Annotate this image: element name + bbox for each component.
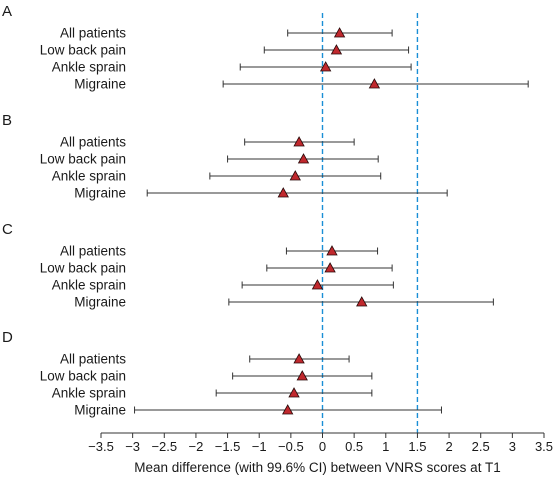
mean-marker	[311, 279, 324, 290]
x-axis-label: Mean difference (with 99.6% CI) between …	[134, 460, 500, 475]
forest-row: Ankle sprain	[52, 169, 382, 184]
mean-marker	[289, 170, 301, 181]
forest-row: All patients	[60, 26, 393, 41]
x-tick-label: 2.5	[472, 439, 490, 454]
mean-marker	[333, 27, 346, 38]
mean-marker	[324, 262, 336, 273]
forest-row: All patients	[60, 135, 355, 150]
panel-c: C All patients Low back pain Ankle sprain Mi…	[2, 221, 494, 310]
forest-row: Ankle sprain	[52, 60, 412, 75]
forest-row: Migraine	[74, 403, 442, 418]
row-label: Low back pain	[40, 261, 126, 276]
row-label: All patients	[60, 135, 126, 150]
panel-label: D	[2, 329, 13, 346]
x-axis-ticks: −3.5 −3 −2.5 −2 −1.5 −1 −0.5 0 0.5 1 1.5 2 2.5 3 3.5	[88, 433, 553, 454]
mean-marker	[293, 353, 305, 364]
row-label: Migraine	[74, 403, 126, 418]
x-tick-label: 1	[382, 439, 389, 454]
x-tick-label: −3	[125, 439, 140, 454]
mean-marker	[296, 370, 308, 381]
forest-row: All patients	[60, 352, 350, 367]
panel-a: A All patients Low back pain Ankle sprain Mi…	[2, 3, 529, 92]
row-label: Low back pain	[40, 43, 126, 58]
mean-marker	[288, 387, 300, 398]
reference-lines	[321, 13, 419, 433]
forest-row: Ankle sprain	[52, 278, 394, 293]
mean-marker	[356, 296, 368, 307]
panel-label: C	[2, 221, 13, 238]
row-label: All patients	[60, 352, 126, 367]
row-label: All patients	[60, 26, 126, 41]
mean-marker	[282, 404, 294, 415]
forest-row: Ankle sprain	[52, 386, 373, 401]
x-tick-label: −3.5	[88, 439, 114, 454]
mean-marker	[297, 153, 310, 164]
x-tick-label: 0	[319, 439, 326, 454]
mean-marker	[277, 187, 289, 198]
forest-row: Low back pain	[40, 152, 379, 167]
x-axis: −3.5 −3 −2.5 −2 −1.5 −1 −0.5 0 0.5 1 1.5 2 2.5 3 3.5 M…	[88, 432, 553, 475]
row-label: Low back pain	[40, 369, 126, 384]
panel-label: B	[2, 112, 12, 129]
mean-marker	[293, 136, 305, 147]
panel-d: D All patients Low back pain Ankle sprain Mi…	[2, 329, 442, 418]
x-tick-label: 3	[509, 439, 516, 454]
forest-row: Low back pain	[40, 261, 393, 276]
x-tick-label: −1.5	[215, 439, 241, 454]
forest-row: Migraine	[74, 186, 448, 201]
row-label: Migraine	[74, 77, 126, 92]
forest-row: Low back pain	[40, 43, 410, 58]
x-tick-label: 2	[445, 439, 452, 454]
forest-row: Migraine	[74, 77, 529, 92]
row-label: Migraine	[74, 295, 126, 310]
x-tick-label: −1	[252, 439, 267, 454]
mean-marker	[319, 61, 332, 72]
x-tick-label: 3.5	[535, 439, 553, 454]
row-label: Migraine	[74, 186, 126, 201]
x-tick-label: 1.5	[408, 439, 426, 454]
forest-row: Migraine	[74, 295, 494, 310]
mean-marker	[326, 245, 338, 256]
row-label: Ankle sprain	[52, 278, 126, 293]
row-label: Ankle sprain	[52, 169, 126, 184]
forest-row: All patients	[60, 244, 379, 259]
row-label: Ankle sprain	[52, 386, 126, 401]
mean-marker	[330, 44, 343, 55]
forest-row: Low back pain	[40, 369, 373, 384]
panel-label: A	[2, 3, 12, 20]
x-tick-label: −0.5	[278, 439, 304, 454]
panels: A All patients Low back pain Ankle sprain Mi…	[2, 3, 529, 418]
row-label: Ankle sprain	[52, 60, 126, 75]
panel-b: B All patients Low back pain Ankle sprain Mi…	[2, 112, 448, 201]
mean-marker	[368, 78, 381, 89]
x-tick-label: 0.5	[345, 439, 363, 454]
x-tick-label: −2	[189, 439, 204, 454]
row-label: Low back pain	[40, 152, 126, 167]
row-label: All patients	[60, 244, 126, 259]
x-tick-label: −2.5	[151, 439, 177, 454]
